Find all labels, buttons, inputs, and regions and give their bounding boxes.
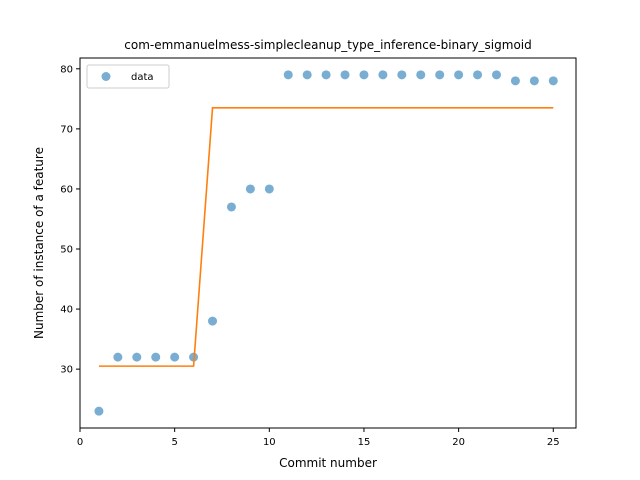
x-tick-label: 15 [358,437,371,448]
x-tick-label: 20 [452,437,465,448]
plot-frame [79,57,577,429]
data-point [359,70,369,80]
y-axis-label: Number of instance of a feature [32,147,46,339]
y-tick-label: 50 [60,245,73,256]
x-axis-label: Commit number [279,456,377,470]
data-point [435,70,445,80]
data-point [283,70,293,80]
data-point [245,184,255,194]
data-point [321,70,331,80]
fit-line [98,107,554,367]
y-tick-label: 30 [60,365,73,376]
x-axis: 0 5 10 15 20 25 [77,428,560,448]
x-tick-label: 10 [263,437,276,448]
data-point [170,352,180,362]
data-point [378,70,388,80]
data-point [94,406,104,416]
y-tick-label: 70 [60,124,73,135]
data-point [416,70,426,80]
data-point [397,70,407,80]
chart-title: com-emmanuelmess-simplecleanup_type_infe… [124,38,531,52]
legend-label-data: data [131,72,154,83]
legend-box [86,64,170,89]
x-tick-label: 25 [547,437,560,448]
y-tick-label: 80 [60,64,73,75]
data-point [473,70,483,80]
data-point [454,70,464,80]
data-point [340,70,350,80]
y-tick-label: 40 [60,305,73,316]
data-point [302,70,312,80]
data-point [529,76,539,86]
data-point [151,352,161,362]
data-point [491,70,501,80]
data-point [226,202,236,212]
legend-marker-data [101,72,111,81]
data-point [264,184,274,194]
data-point [510,76,520,86]
data-point [113,352,123,362]
x-tick-label: 0 [77,437,83,448]
plot-area [94,70,558,416]
data-point [208,316,218,326]
y-axis: 30 40 50 60 70 80 [60,64,80,376]
legend: data [86,64,170,89]
y-tick-label: 60 [60,184,73,195]
data-point [548,76,558,86]
data-point [132,352,142,362]
x-tick-label: 5 [171,437,177,448]
